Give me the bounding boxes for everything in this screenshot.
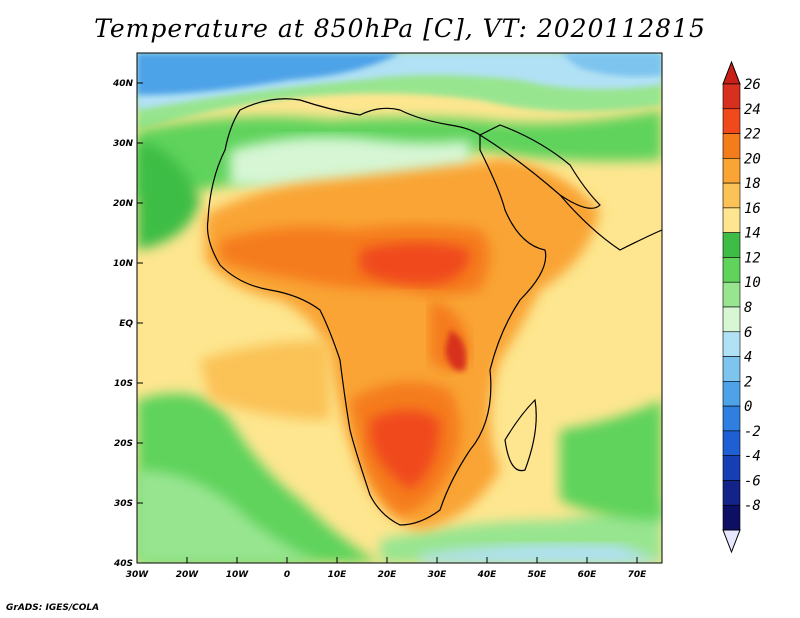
colorbar-swatch (722, 306, 741, 333)
colorbar-label: 26 (744, 77, 761, 93)
colorbar-label: -2 (744, 424, 761, 440)
colorbar-label: 12 (744, 250, 761, 266)
lat-tick-label: 30N (113, 139, 134, 149)
lon-tick-label: 10E (328, 570, 348, 580)
lat-tick-label: 10N (113, 259, 134, 269)
colorbar-label: 6 (744, 325, 752, 341)
credit-text: GrADS: IGES/COLA (6, 603, 100, 613)
colorbar-swatch (722, 83, 741, 110)
colorbar-swatch (722, 207, 741, 233)
map-frame (136, 52, 663, 564)
lon-tick-label: 30E (428, 570, 448, 580)
lon-tick-label: 40E (477, 570, 498, 580)
lon-tick-label: 30W (126, 570, 150, 580)
colorbar-label: -4 (744, 449, 761, 465)
lon-tick-label: 10W (226, 570, 250, 580)
lon-tick-label: 70E (628, 570, 648, 580)
colorbar-label: 24 (744, 102, 761, 118)
temperature-field (137, 53, 662, 563)
lat-tick-label: EQ (119, 319, 133, 329)
colorbar-label: -8 (744, 498, 761, 514)
colorbar-label: -6 (744, 473, 761, 489)
lon-tick-label: 20W (176, 570, 200, 580)
coastlines (206, 98, 662, 526)
lon-tick-label: 0 (284, 570, 290, 580)
colorbar-swatch (722, 108, 741, 134)
colorbar-swatch (722, 281, 741, 308)
lat-tick-label: 20S (114, 439, 133, 449)
colorbar-swatch (722, 381, 741, 407)
colorbar-label: 18 (744, 176, 761, 192)
colorbar-over-arrow (722, 60, 741, 85)
lat-tick-label: 10S (114, 379, 133, 389)
lon-tick-label: 60E (578, 570, 598, 580)
colorbar-swatch (722, 133, 741, 159)
colorbar-swatch (722, 331, 741, 357)
lat-tick-label: 20N (113, 199, 134, 209)
colorbar-label: 22 (744, 127, 761, 143)
colorbar-swatch (722, 182, 741, 209)
colorbar-label: 4 (744, 350, 752, 366)
lon-tick-label: 50E (528, 570, 548, 580)
colorbar-label: 16 (744, 201, 761, 217)
colorbar-under-arrow (722, 529, 741, 554)
colorbar-swatch (722, 480, 741, 506)
colorbar-swatch (722, 158, 741, 184)
colorbar-swatch (722, 504, 741, 531)
colorbar-label: 0 (744, 399, 752, 415)
colorbar-label: 10 (744, 275, 761, 291)
colorbar-swatch (722, 405, 741, 432)
colorbar-swatch (722, 232, 741, 258)
colorbar-swatch (722, 356, 741, 382)
longitude-ticks: 30W 20W 10W 0 10E 20E 30E 40E 50E 60E 70E (126, 557, 647, 580)
colorbar-label: 2 (744, 374, 752, 390)
colorbar-label: 20 (744, 151, 761, 167)
lon-tick-label: 20E (378, 570, 398, 580)
colorbar-label: 14 (744, 226, 761, 242)
lat-tick-label: 40N (112, 79, 134, 89)
colorbar-swatch (722, 455, 741, 481)
lat-tick-label: 40S (113, 559, 133, 569)
colorbar-swatch (722, 430, 741, 456)
colorbar-label: 8 (744, 300, 752, 316)
map-title: Temperature at 850hPa [C], VT: 202011281… (94, 14, 706, 43)
colorbar-swatch (722, 257, 741, 283)
lat-tick-label: 30S (114, 499, 133, 509)
latitude-ticks: 40N 30N 20N 10N EQ 10S 20S 30S 40S (112, 79, 143, 569)
